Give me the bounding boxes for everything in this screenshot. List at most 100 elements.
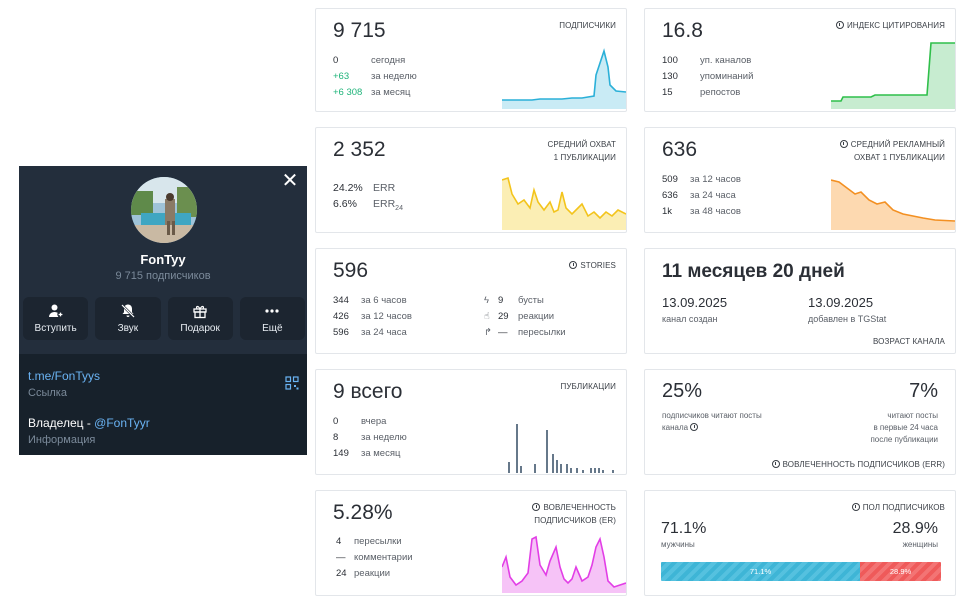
err-readers-text: подписчиков читают посты канала (662, 411, 762, 432)
pubs-yesterday-num: 0 (333, 416, 339, 427)
user-plus-icon (48, 304, 64, 318)
channel-link[interactable]: t.me/FonTyys (28, 369, 101, 383)
more-dots-icon (265, 309, 279, 313)
er-label: ВОВЛЕЧЕННОСТЬ ПОДПИСЧИКОВ (ER) (532, 503, 616, 525)
channel-age-card[interactable]: 11 месяцев 20 дней 13.09.2025 канал созд… (644, 248, 956, 354)
pubs-month-num: 149 (333, 448, 349, 459)
stories-right-rows: ϟ 9 бусты ☝ 29 реакции ↱ — пересылки (484, 293, 566, 341)
gift-label: Подарок (180, 323, 220, 334)
owner-handle-link[interactable]: @FonTyyr (94, 416, 150, 430)
sound-button[interactable]: Звук (95, 297, 161, 340)
channel-age-label: ВОЗРАСТ КАНАЛА (873, 337, 945, 346)
ad-reach-sparkline (831, 179, 955, 230)
added-date: 13.09.2025 (808, 295, 874, 310)
created-date: 13.09.2025 (662, 295, 728, 310)
gender-card[interactable]: ПОЛ ПОДПИСЧИКОВ 71.1% мужчины 28.9% женщ… (644, 490, 956, 596)
qr-code-icon[interactable] (285, 376, 299, 390)
reactions-num: 29 (498, 311, 509, 322)
subs-week-text: за неделю (371, 71, 417, 82)
more-button[interactable]: Ещё (239, 297, 305, 340)
citation-rows: 100 уп. каналов 130 упоминаний 15 репостов (662, 53, 753, 101)
ad-reach-label: СРЕДНИЙ РЕКЛАМНЫЙ ОХВАТ 1 ПУБЛИКАЦИИ (839, 138, 945, 164)
avg-ad-reach-card[interactable]: 636 СРЕДНИЙ РЕКЛАМНЫЙ ОХВАТ 1 ПУБЛИКАЦИИ … (644, 127, 956, 233)
channel-age-value: 11 месяцев 20 дней (662, 261, 845, 282)
owner-caption: Информация (28, 434, 96, 446)
male-label: мужчины (661, 540, 695, 549)
citation-index-card[interactable]: 16.8 ИНДЕКС ЦИТИРОВАНИЯ 100 уп. каналов 1… (644, 8, 956, 112)
publications-card[interactable]: 9 всего ПУБЛИКАЦИИ 0 вчера 8 за неделю 149… (315, 369, 627, 475)
subs-week-num: +63 (333, 71, 350, 82)
stories-card[interactable]: 596 STORIES 344 за 6 часов 426 за 12 часов… (315, 248, 627, 354)
avg-reach-card[interactable]: 2 352 СРЕДНИЙ ОХВАТ 1 ПУБЛИКАЦИИ 24.2% ERR… (315, 127, 627, 233)
err24-value: 6.6% (333, 198, 357, 210)
er-comments-text: комментарии (354, 552, 413, 563)
subscribers-label: ПОДПИСЧИКИ (559, 21, 616, 30)
er-value: 5.28% (333, 501, 393, 524)
citation-channels-num: 100 (662, 55, 678, 66)
gift-icon (193, 305, 207, 319)
ad-reach-12h-text: за 12 часов (690, 174, 741, 185)
channel-name: FonTyy (140, 252, 186, 267)
forwards-text: пересылки (518, 327, 566, 338)
ad-reach-value: 636 (662, 138, 698, 161)
join-label: Вступить (34, 323, 77, 334)
pubs-week-text: за неделю (361, 432, 407, 443)
close-icon[interactable]: ✕ (281, 170, 299, 192)
pubs-month-text: за месяц (361, 448, 401, 459)
subs-month-num: +6 308 (333, 87, 363, 98)
engagement-err-card[interactable]: 25% подписчиков читают посты канала 7% ч… (644, 369, 956, 475)
stories-label: STORIES (569, 259, 616, 272)
pubs-week-num: 8 (333, 432, 339, 443)
avg-reach-value: 2 352 (333, 138, 386, 161)
subs-month-text: за месяц (371, 87, 411, 98)
added-label: добавлен в TGStat (808, 314, 887, 324)
engagement-er-card[interactable]: 5.28% ВОВЛЕЧЕННОСТЬ ПОДПИСЧИКОВ (ER) 4 пер… (315, 490, 627, 596)
gender-label: ПОЛ ПОДПИСЧИКОВ (851, 501, 945, 514)
gift-button[interactable]: Подарок (167, 297, 233, 340)
channel-info: t.me/FonTyys Ссылка Владелец - @FonTyyr … (19, 354, 307, 455)
subscribers-card[interactable]: 9 715 ПОДПИСЧИКИ 0 сегодня +63 за неделю +… (315, 8, 627, 112)
err-rows: 24.2% ERR 6.6% ERR24 (333, 180, 403, 217)
ad-reach-rows: 509 за 12 часов 636 за 24 часа 1k за 48 час… (662, 172, 741, 220)
clock-icon (839, 140, 848, 148)
stories-value: 596 (333, 259, 369, 282)
citation-sparkline (831, 42, 955, 109)
clock-icon (532, 503, 541, 511)
avg-reach-sparkline (502, 176, 626, 230)
boosts-num: 9 (498, 295, 504, 306)
ad-reach-24h-text: за 24 часа (690, 190, 736, 201)
stories-6h-num: 344 (333, 295, 349, 306)
stories-rows: 344 за 6 часов 426 за 12 часов 596 за 24 ча… (333, 293, 412, 341)
clock-icon (851, 503, 860, 511)
pubs-yesterday-text: вчера (361, 416, 387, 427)
owner-prefix: Владелец - (28, 416, 95, 430)
female-segment: 28.9% (860, 562, 941, 581)
err24-label: ERR24 (373, 198, 403, 213)
subscribers-sparkline (502, 48, 626, 109)
citation-value: 16.8 (662, 19, 703, 42)
forwards-num: — (498, 327, 508, 338)
stories-24h-text: за 24 часа (361, 327, 407, 338)
action-bar: Вступить Звук Подарок Ещё (23, 297, 305, 340)
citation-reposts-text: репостов (700, 87, 741, 98)
female-value: 28.9% (892, 520, 938, 537)
clock-icon (569, 261, 578, 269)
avg-reach-label: СРЕДНИЙ ОХВАТ 1 ПУБЛИКАЦИИ (547, 140, 616, 162)
err-value: 24.2% (333, 182, 363, 194)
citation-reposts-num: 15 (662, 87, 673, 98)
link-caption: Ссылка (28, 387, 67, 399)
err-24h-value: 7% (909, 380, 938, 402)
telegram-channel-panel: ✕ FonTyy 9 715 подписчиков (19, 166, 307, 455)
ad-reach-48h-text: за 48 часов (690, 206, 741, 217)
subs-today-num: 0 (333, 55, 339, 66)
stories-24h-num: 596 (333, 327, 349, 338)
join-button[interactable]: Вступить (23, 297, 89, 340)
publications-rows: 0 вчера 8 за неделю 149 за месяц (333, 414, 407, 462)
citation-label: ИНДЕКС ЦИТИРОВАНИЯ (835, 19, 945, 32)
male-value: 71.1% (661, 520, 707, 537)
er-reactions-text: реакции (354, 568, 391, 579)
clock-icon (771, 460, 780, 468)
publications-value: 9 всего (333, 380, 403, 403)
avatar[interactable] (131, 177, 197, 243)
citation-channels-text: уп. каналов (700, 55, 752, 66)
